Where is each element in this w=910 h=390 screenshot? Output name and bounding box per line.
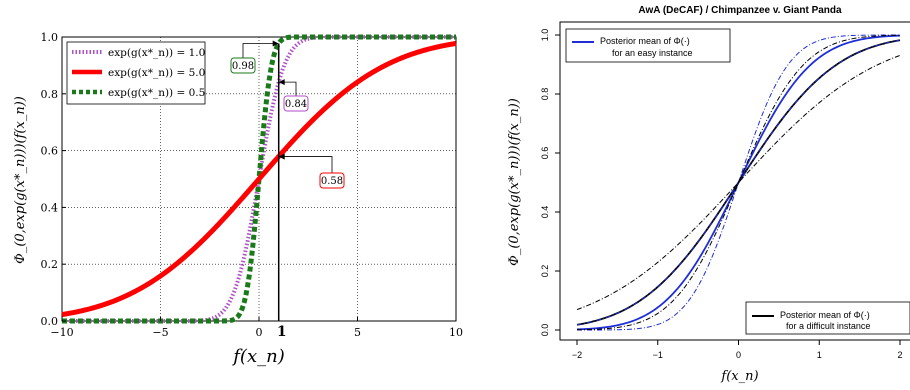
left-curves: [61, 34, 457, 324]
easy-legend-box: [565, 28, 731, 63]
right-y-axis-label: Φ_(0,exp(g(x*_n)))(f(x_n)): [507, 98, 522, 266]
right-x-tick-label: 0: [736, 350, 741, 360]
left-y-tick-label: 0.8: [41, 88, 59, 101]
left-y-axis-label: Φ_(0,exp(g(x*_n)))(f(x_n)): [13, 96, 28, 264]
right-bound-curve: [576, 34, 901, 331]
left-x-tick-label: −10: [50, 326, 73, 339]
left-x-axis-label: f(x_n): [231, 346, 284, 367]
right-bound-curve: [576, 54, 901, 311]
right-chart: AwA (DeCAF) / Chimpanzee v. Giant Panda …: [507, 5, 910, 384]
annotation-arrow: [279, 81, 297, 96]
easy-legend-line1: Posterior mean of Φ(·): [600, 36, 690, 46]
left-x-tick-label: −5: [152, 326, 168, 339]
annotation-box: [319, 172, 345, 189]
right-x-axis-label: f(x_n): [720, 369, 758, 384]
right-x-tick-label: −1: [653, 350, 663, 360]
left-x-tick-label: 10: [449, 326, 463, 339]
left-legend: exp(g(x*_n)) = 1.0 exp(g(x*_n)) = 5.0 ex…: [66, 41, 206, 105]
annotation-arrowhead: [272, 40, 279, 47]
left-x-tick-label: 1: [277, 324, 287, 340]
annotation-arrowhead: [278, 79, 285, 86]
left-y-tick-label: 0.6: [41, 145, 59, 158]
legend-label-sd05: exp(g(x*_n)) = 0.5: [108, 87, 205, 99]
right-x-tick-label: 1: [817, 350, 822, 360]
left-y-tick-label: 0.0: [41, 315, 59, 328]
left-y-tick-label: 0.2: [41, 258, 59, 271]
annotation-arrow: [279, 156, 333, 173]
left-ticks: −10 −5 0 1 5 10 0.0 0.2 0.4 0.6 0.8 1.0: [41, 31, 464, 340]
left-series-line: [61, 40, 457, 318]
right-y-tick-label: 0.4: [540, 206, 550, 219]
right-y-tick-label: 0.2: [540, 265, 550, 278]
annotation-label: 0.98: [232, 61, 254, 72]
annotation-box: [230, 57, 256, 74]
right-x-tick-label: 2: [897, 350, 902, 360]
right-bound-curve: [576, 34, 901, 331]
difficult-legend-box: [745, 301, 910, 335]
left-annotations: 0.98 0.84 0.58: [230, 40, 345, 189]
right-curves: [576, 34, 901, 331]
difficult-legend-line1: Posterior mean of Φ(·): [780, 310, 870, 320]
left-y-tick-label: 0.4: [41, 201, 59, 214]
annotation-arrowhead: [278, 153, 285, 160]
right-y-tick-label: 0.8: [540, 88, 550, 101]
annotation-box: [283, 95, 309, 112]
left-x-tick-label: 5: [354, 326, 361, 339]
annotation-arrow: [242, 43, 278, 58]
right-y-tick-label: 0.0: [540, 324, 550, 337]
right-x-tick-label: −2: [572, 350, 582, 360]
easy-legend-line2: for an easy instance: [612, 48, 693, 58]
left-x-tick-label: 0: [256, 326, 263, 339]
right-y-tick-label: 1.0: [540, 29, 550, 42]
legend-label-sd5: exp(g(x*_n)) = 5.0: [108, 67, 205, 79]
right-chart-title: AwA (DeCAF) / Chimpanzee v. Giant Panda: [638, 5, 842, 16]
annotation-label: 0.58: [321, 176, 343, 187]
right-plot-frame: [559, 21, 910, 341]
difficult-legend-line2: for a difficult instance: [786, 321, 870, 331]
right-legend-difficult: Posterior mean of Φ(·) for a difficult i…: [745, 301, 910, 335]
annotation-label: 0.84: [285, 99, 307, 110]
legend-label-sd1: exp(g(x*_n)) = 1.0: [108, 47, 205, 59]
right-y-tick-label: 0.6: [540, 147, 550, 160]
left-chart: −10 −5 0 1 5 10 0.0 0.2 0.4 0.6 0.8 1.0 0.98 0.84 0.5…: [13, 31, 463, 367]
left-y-tick-label: 1.0: [41, 31, 59, 44]
right-legend-easy: Posterior mean of Φ(·) for an easy insta…: [565, 28, 731, 63]
right-ticks: −2 −1 0 1 2 0.0 0.2 0.4 0.6 0.8 1.0: [540, 29, 903, 360]
